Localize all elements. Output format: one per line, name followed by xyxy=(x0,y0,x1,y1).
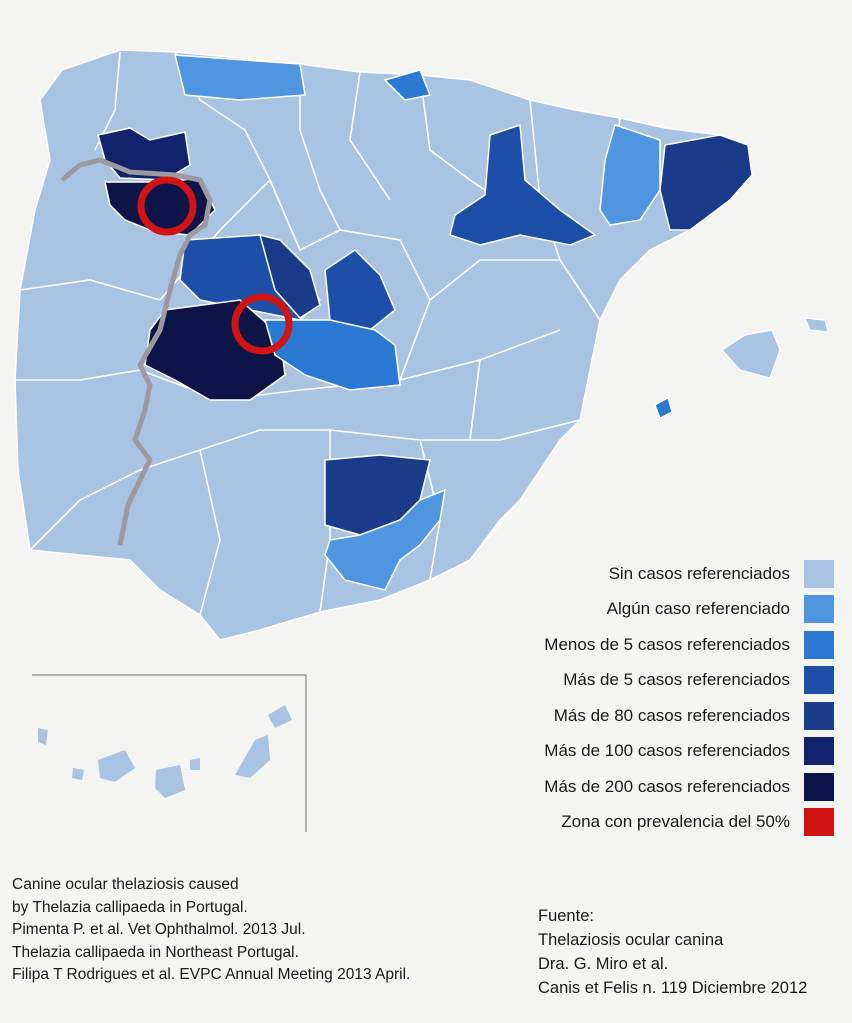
legend-swatch xyxy=(804,559,834,588)
legend-item: Sin casos referenciados xyxy=(414,556,834,592)
reference-line: Filipa T Rodrigues et al. EVPC Annual Me… xyxy=(12,966,411,983)
region-basque xyxy=(383,69,432,101)
region-lleida xyxy=(599,124,661,226)
balearic-menorca xyxy=(804,317,829,333)
source-line: Canis et Felis n. 119 Diciembre 2012 xyxy=(538,979,808,997)
legend-item: Menos de 5 casos referenciados xyxy=(414,627,834,663)
balearic-ibiza xyxy=(654,397,673,419)
canary-islands xyxy=(38,705,292,798)
source-line: Dra. G. Miro et al. xyxy=(538,955,669,973)
source-line: Thelaziosis ocular canina xyxy=(538,931,724,949)
legend-label: Más de 80 casos referenciados xyxy=(553,705,790,725)
region-madrid-toledo xyxy=(264,319,401,391)
prevalence-circle-center xyxy=(231,293,293,355)
canary-inset-frame xyxy=(32,674,307,832)
region-cantabria-coast xyxy=(174,54,306,101)
legend-item: Más de 80 casos referenciados xyxy=(414,698,834,734)
legend-swatch xyxy=(804,772,834,801)
references-block: Canine ocular thelaziosis caused by Thela… xyxy=(12,874,410,987)
legend-swatch xyxy=(804,701,834,730)
legend-swatch xyxy=(804,630,834,659)
legend-swatch xyxy=(804,595,834,624)
reference-line: Thelazia callipaeda in Northeast Portuga… xyxy=(12,943,299,961)
legend-label: Más de 100 casos referenciados xyxy=(544,741,790,761)
map-legend: Sin casos referenciados Algún caso refere… xyxy=(414,556,834,840)
legend-label: Menos de 5 casos referenciados xyxy=(544,634,790,654)
legend-item: Algún caso referenciado xyxy=(414,592,834,628)
legend-item: Zona con prevalencia del 50% xyxy=(414,805,834,841)
legend-label: Más de 200 casos referenciados xyxy=(544,776,790,796)
source-block: Fuente: Thelaziosis ocular canina Dra. G. … xyxy=(538,904,807,1000)
portugal-border xyxy=(60,157,213,546)
legend-swatch xyxy=(804,666,834,695)
legend-item: Más de 200 casos referenciados xyxy=(414,769,834,805)
reference-line: Pimenta P. et al. Vet Ophthalmol. 2013 J… xyxy=(12,921,306,938)
prevalence-circles xyxy=(137,176,293,355)
balearic-mallorca xyxy=(721,329,781,379)
reference-line: Canine ocular thelaziosis caused xyxy=(12,876,239,893)
legend-label: Sin casos referenciados xyxy=(608,563,790,583)
legend-label: Algún caso referenciado xyxy=(606,599,790,619)
legend-swatch xyxy=(804,808,834,837)
region-catalonia-east xyxy=(659,134,753,231)
region-granada xyxy=(324,488,446,591)
iberian-peninsula-map xyxy=(14,49,829,832)
legend-label: Zona con prevalencia del 50% xyxy=(561,812,790,832)
reference-line: by Thelazia callipaeda in Portugal. xyxy=(12,898,248,916)
region-boundaries xyxy=(15,51,621,616)
region-segovia xyxy=(258,233,321,319)
region-zaragoza xyxy=(449,123,597,246)
legend-label: Más de 5 casos referenciados xyxy=(563,670,790,690)
source-line: Fuente: xyxy=(538,907,594,925)
legend-item: Más de 5 casos referenciados xyxy=(414,663,834,699)
prevalence-circle-north xyxy=(137,176,197,236)
legend-item: Más de 100 casos referenciados xyxy=(414,734,834,770)
legend-swatch xyxy=(804,737,834,766)
